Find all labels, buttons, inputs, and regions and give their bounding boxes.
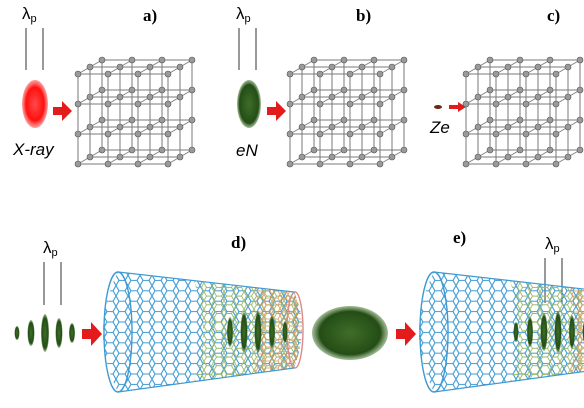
electron-nucleus-pulse — [237, 80, 261, 128]
panel-e — [312, 258, 584, 393]
lambda-label-e: λp — [545, 234, 560, 255]
nanotube-e — [419, 271, 584, 393]
panel-label-a: a) — [143, 6, 158, 25]
beam-bunch-e — [312, 306, 388, 360]
crystal-lattice-b — [286, 56, 408, 168]
lambda-label-a: λp — [22, 4, 37, 25]
particle-label-a: X-ray — [13, 140, 54, 159]
lambda-label-b: λp — [236, 4, 251, 25]
channeled-pulses-e — [513, 311, 584, 353]
pulse-train-d — [14, 314, 75, 352]
arrow-c — [449, 102, 466, 112]
xray-pulse — [22, 80, 48, 128]
particle-label-b: eN — [236, 141, 258, 160]
channeled-pulses-d — [227, 311, 288, 353]
arrow-e — [396, 322, 416, 346]
panel-label-d: d) — [231, 233, 247, 252]
panel-label-e: e) — [453, 228, 467, 247]
nanotube-d — [103, 271, 304, 393]
panel-b — [237, 28, 408, 168]
arrow-d — [82, 322, 102, 346]
particle-label-c: Ze — [430, 118, 450, 137]
panel-label-c: c) — [547, 6, 561, 25]
arrow-b — [267, 101, 286, 121]
arrow-a — [53, 101, 72, 121]
panel-label-b: b) — [356, 6, 372, 25]
ion-particle — [434, 105, 442, 109]
panel-d — [14, 262, 304, 393]
lambda-label-d: λp — [43, 238, 58, 259]
panel-a — [22, 28, 196, 168]
crystal-lattice-c — [462, 56, 584, 168]
panel-c — [434, 56, 584, 168]
crystal-lattice-a — [74, 56, 196, 168]
